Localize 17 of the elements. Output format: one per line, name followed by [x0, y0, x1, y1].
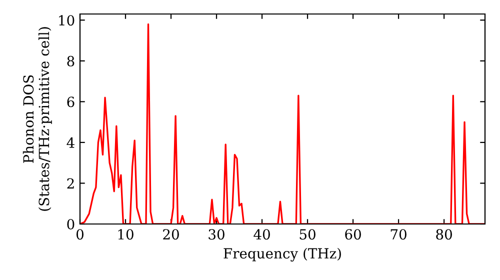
x-tick-label: 70	[390, 229, 406, 240]
x-tick-label: 40	[254, 229, 270, 240]
y-axis-title: Phonon DOS (States/THz·primitive cell)	[22, 27, 52, 211]
y-tick-label: 0	[67, 218, 74, 230]
x-tick-label: 80	[436, 229, 452, 240]
y-tick-label: 2	[67, 178, 74, 188]
x-tick-label: 50	[300, 229, 316, 240]
x-axis-title: Frequency (THz)	[224, 248, 341, 262]
y-tick-label: 10	[59, 15, 74, 26]
y-tick-label: 4	[66, 137, 74, 148]
x-tick-label: 60	[345, 229, 361, 240]
y-tick-label: 6	[67, 96, 74, 108]
y-tick-label: 8	[67, 56, 74, 66]
x-tick-label: 0	[76, 229, 84, 240]
x-tick-label: 20	[163, 229, 179, 240]
x-tick-label: 10	[118, 229, 134, 240]
x-tick-label: 30	[208, 229, 224, 240]
